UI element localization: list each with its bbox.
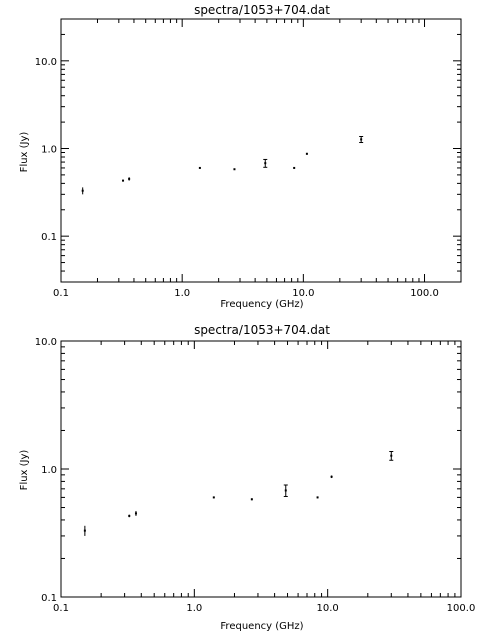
- data-point: [134, 512, 137, 515]
- data-point: [198, 166, 201, 169]
- data-point: [360, 138, 363, 141]
- chart-title: spectra/1053+704.dat: [194, 3, 330, 17]
- data-point: [128, 514, 131, 517]
- x-axis: 0.1 1.0 10.0 100.0: [53, 341, 475, 614]
- data-point: [330, 475, 333, 478]
- data-points: [83, 450, 394, 536]
- data-point: [233, 168, 236, 171]
- x-axis: 0.1 1.0 10.0 100.0: [53, 19, 462, 299]
- chart-panel-bottom: spectra/1053+704.dat 0.1 1.0 10.0 100.0 0.1…: [19, 323, 475, 632]
- y-tick-label: 0.1: [41, 593, 57, 604]
- x-tick-label: 100.0: [447, 603, 476, 614]
- y-tick-label: 10.0: [35, 337, 57, 348]
- x-axis-label: Frequency (GHz): [220, 621, 303, 632]
- y-tick-label: 1.0: [41, 144, 57, 155]
- x-tick-label: 0.1: [53, 603, 69, 614]
- data-point: [305, 152, 308, 155]
- data-points: [81, 136, 364, 195]
- data-point: [81, 189, 84, 192]
- x-tick-label: 10.0: [292, 288, 314, 299]
- data-point: [316, 496, 319, 499]
- data-point: [128, 177, 131, 180]
- plot-frame: [60, 18, 462, 283]
- x-tick-label: 1.0: [186, 603, 202, 614]
- y-axis-label: Flux (Jy): [19, 132, 30, 173]
- chart-title: spectra/1053+704.dat: [194, 323, 330, 337]
- data-point: [293, 166, 296, 169]
- x-tick-label: 0.1: [53, 288, 69, 299]
- plot-frame: [60, 340, 462, 598]
- x-axis-label: Frequency (GHz): [220, 299, 303, 310]
- y-axis: 0.1 1.0 10.0: [35, 18, 461, 283]
- x-tick-label: 10.0: [317, 603, 339, 614]
- y-tick-label: 10.0: [35, 57, 57, 68]
- y-tick-label: 1.0: [41, 465, 57, 476]
- chart-panel-top: spectra/1053+704.dat 0.1 1.0 10.0 100.0 0.1…: [19, 3, 462, 310]
- data-point: [264, 162, 267, 165]
- data-point: [83, 529, 86, 532]
- x-tick-label: 1.0: [174, 288, 190, 299]
- data-point: [284, 489, 287, 492]
- y-tick-label: 0.1: [41, 232, 57, 243]
- y-axis: 0.1 1.0 10.0: [35, 337, 461, 604]
- y-axis-label: Flux (Jy): [19, 450, 30, 491]
- data-point: [212, 496, 215, 499]
- x-tick-label: 100.0: [410, 288, 439, 299]
- data-point: [122, 179, 125, 182]
- data-point: [390, 454, 393, 457]
- data-point: [250, 498, 253, 501]
